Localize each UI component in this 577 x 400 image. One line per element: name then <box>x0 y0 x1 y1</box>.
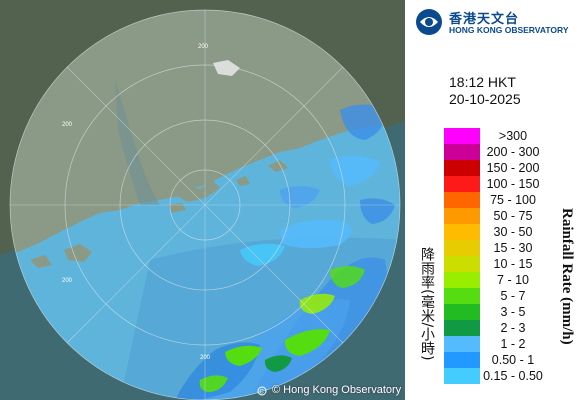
copyright-mark: C <box>257 386 267 396</box>
svg-text:C: C <box>260 390 265 396</box>
legend-label: 7 - 10 <box>497 273 529 287</box>
legend-swatch <box>444 320 480 336</box>
legend-row: 100 - 150 <box>444 176 544 192</box>
legend-row: 0.50 - 1 <box>444 352 544 368</box>
logo-chinese: 香港天文台 <box>449 12 520 27</box>
legend-swatch <box>444 256 480 272</box>
legend-swatch <box>444 336 480 352</box>
legend-label: 0.50 - 1 <box>491 353 535 367</box>
range-ring-label: 200 <box>200 355 211 361</box>
legend-label: 2 - 3 <box>500 321 526 335</box>
legend-title-chinese: 降雨率(毫米/小時) <box>419 247 435 361</box>
range-ring-label: 200 <box>198 44 209 50</box>
info-panel: 香港天文台 HONG KONG OBSERVATORY 18:12 HKT 20… <box>405 0 577 400</box>
range-ring-label: 200 <box>62 122 73 128</box>
radar-map: 200 200 200 200 C © Hong Kong Observator… <box>0 0 405 400</box>
copyright-text: © Hong Kong Observatory <box>272 384 402 396</box>
range-ring-label: 200 <box>62 278 73 284</box>
legend-swatch <box>444 368 480 384</box>
legend-swatch <box>444 208 480 224</box>
legend-swatch <box>444 192 480 208</box>
legend-swatch <box>444 128 480 144</box>
legend-row: 1 - 2 <box>444 336 544 352</box>
legend-row: 7 - 10 <box>444 272 544 288</box>
observation-date: 20-10-2025 <box>449 91 521 107</box>
legend-label: 3 - 5 <box>500 305 526 319</box>
legend-row: >300 <box>444 128 544 144</box>
legend-label: 75 - 100 <box>490 193 536 207</box>
observation-time: 18:12 HKT <box>449 74 516 90</box>
legend-label: 200 - 300 <box>486 145 540 159</box>
legend-row: 200 - 300 <box>444 144 544 160</box>
legend-row: 50 - 75 <box>444 208 544 224</box>
legend-swatch <box>444 176 480 192</box>
legend-row: 75 - 100 <box>444 192 544 208</box>
legend-row: 15 - 30 <box>444 240 544 256</box>
legend-label: 50 - 75 <box>493 209 533 223</box>
legend-swatch <box>444 288 480 304</box>
legend-label: 15 - 30 <box>493 241 533 255</box>
rainfall-legend: >300 200 - 300 150 - 200 100 - 150 75 - 100 5… <box>444 128 544 384</box>
legend-swatch <box>444 144 480 160</box>
legend-label: 1 - 2 <box>500 337 526 351</box>
legend-label: 10 - 15 <box>493 257 533 271</box>
legend-row: 3 - 5 <box>444 304 544 320</box>
legend-swatch <box>444 352 480 368</box>
legend-title-english: Rainfall Rate (mm/h) <box>559 208 575 345</box>
legend-swatch <box>444 224 480 240</box>
legend-label: >300 <box>498 129 528 143</box>
legend-swatch <box>444 304 480 320</box>
legend-swatch <box>444 272 480 288</box>
legend-label: 30 - 50 <box>493 225 533 239</box>
legend-label: 150 - 200 <box>486 161 540 175</box>
legend-row: 30 - 50 <box>444 224 544 240</box>
legend-label: 100 - 150 <box>486 177 540 191</box>
legend-row: 5 - 7 <box>444 288 544 304</box>
legend-swatch <box>444 240 480 256</box>
legend-row: 10 - 15 <box>444 256 544 272</box>
legend-swatch <box>444 160 480 176</box>
legend-row: 150 - 200 <box>444 160 544 176</box>
logo-english: HONG KONG OBSERVATORY <box>449 25 569 35</box>
legend-label: 0.15 - 0.50 <box>483 369 543 383</box>
legend-label: 5 - 7 <box>500 289 526 303</box>
legend-row: 0.15 - 0.50 <box>444 368 544 384</box>
hko-logo: 香港天文台 HONG KONG OBSERVATORY <box>413 6 577 40</box>
legend-row: 2 - 3 <box>444 320 544 336</box>
radar-coverage: 200 200 200 200 <box>9 9 401 400</box>
hko-logo-icon <box>416 9 442 35</box>
